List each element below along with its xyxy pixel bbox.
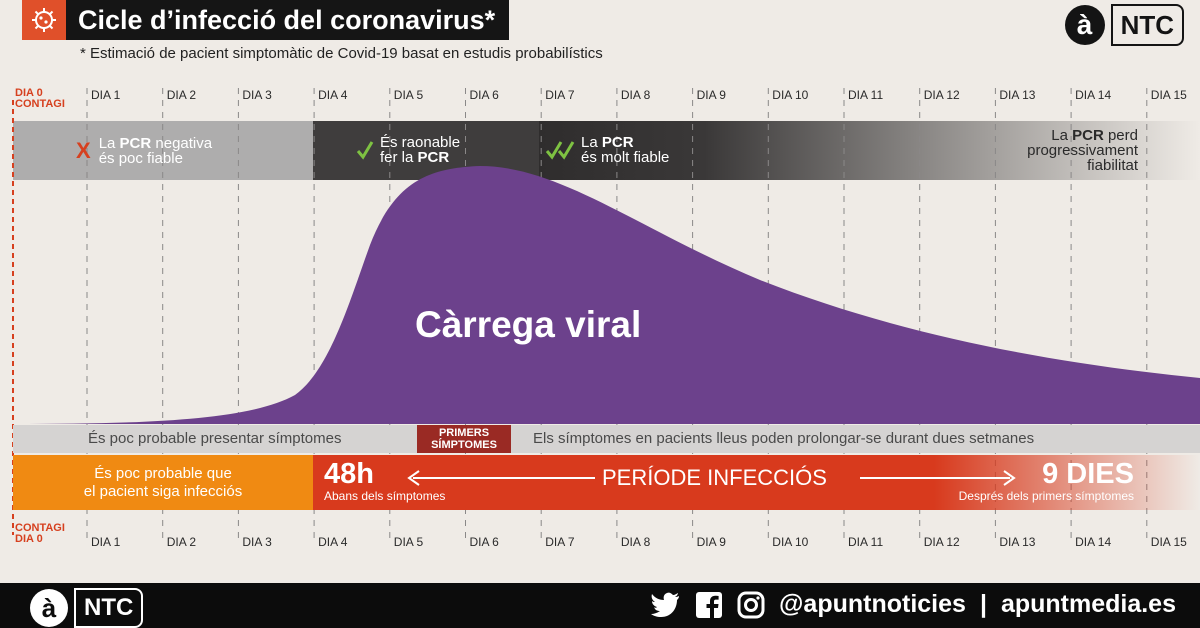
virus-icon xyxy=(22,0,66,40)
pcr-reliability-band xyxy=(13,121,1200,180)
day-label-bottom: DIA 7 xyxy=(545,535,575,549)
day-label-top: DIA 12 xyxy=(923,88,960,102)
pcr-reasonable-bold: PCR xyxy=(417,149,450,166)
day0-top-label: DIA 0 CONTAGI xyxy=(15,88,65,110)
day-label-bottom: DIA 2 xyxy=(166,535,197,549)
before-symptoms-caption: Abans dels símptomes xyxy=(324,489,446,503)
arrow-right-icon xyxy=(860,470,1016,486)
logo-letter: à xyxy=(1064,5,1105,45)
after-symptoms-caption: Després dels primers símptomes xyxy=(958,489,1134,503)
day-label-bottom: DIA 6 xyxy=(469,535,499,549)
pcr-reasonable-pre: fer la xyxy=(380,149,418,166)
facebook-icon[interactable] xyxy=(695,591,723,619)
day-label-top: DIA 8 xyxy=(620,88,651,102)
day-label-bottom: DIA 13 xyxy=(999,535,1036,549)
after-symptoms-value: 9 DIES xyxy=(1042,458,1134,490)
day-label-top: DIA 14 xyxy=(1075,88,1112,102)
day-label-top: DIA 11 xyxy=(848,88,884,102)
pcr-zone-reliable xyxy=(539,121,1200,180)
first-symptoms-line2: SÍMPTOMES xyxy=(431,439,497,451)
footer-bar xyxy=(0,583,1200,628)
day-label-bottom: DIA 5 xyxy=(393,535,424,549)
pcr-negative-bold: PCR xyxy=(119,135,152,152)
pcr-reliable-pre: La xyxy=(581,134,602,151)
non-infectious-zone xyxy=(13,455,313,510)
day-label-bottom: DIA 8 xyxy=(620,535,651,549)
symptoms-before: És poc probable presentar símptomes xyxy=(88,430,342,447)
brand-logo: à NTC xyxy=(1064,4,1184,46)
footer-separator: | xyxy=(979,590,987,618)
day-label-bottom: DIA 15 xyxy=(1150,535,1187,549)
pcr-loses-line2: progressivament xyxy=(1027,142,1138,159)
day-label-top: DIA 3 xyxy=(242,88,272,102)
pcr-negative-note: X La PCR negativa és poc fiable xyxy=(76,136,212,166)
logo-name: NTC xyxy=(1110,4,1184,46)
day-label-bottom: DIA 1 xyxy=(91,535,121,549)
footer-logo-name: NTC xyxy=(74,588,144,628)
day0-top-line2: CONTAGI xyxy=(15,98,65,110)
pcr-negative-mid: negativa xyxy=(151,135,213,152)
pcr-reliable-note: La PCR és molt fiable xyxy=(545,135,669,165)
arrow-left-icon xyxy=(407,470,595,486)
pcr-reliable-line2: és molt fiable xyxy=(581,149,670,166)
symptoms-after: Els símptomes en pacients lleus poden pr… xyxy=(533,430,1035,447)
pcr-loses-line3: fiabilitat xyxy=(1087,157,1138,174)
double-check-icon xyxy=(545,141,575,160)
pcr-reasonable-line1: És raonable xyxy=(380,134,461,151)
viral-load-curve xyxy=(13,166,1200,424)
day-label-bottom: DIA 11 xyxy=(848,535,884,549)
instagram-icon[interactable] xyxy=(737,591,765,619)
pcr-loses-note: La PCR perd progressivament fiabilitat xyxy=(1027,128,1138,173)
pcr-loses-bold: PCR xyxy=(1072,127,1104,144)
pcr-negative-line2: és poc fiable xyxy=(98,150,183,167)
pcr-reasonable-note: És raonable fer la PCR xyxy=(356,135,460,165)
day-label-bottom: DIA 3 xyxy=(242,535,272,549)
pcr-negative-pre: La xyxy=(98,135,120,152)
symptoms-band xyxy=(13,425,1200,453)
non-infectious-line2: el pacient siga infecciós xyxy=(83,483,243,500)
social-links: @apuntnoticies | apuntmedia.es xyxy=(651,590,1176,619)
infectious-period-zone xyxy=(313,455,1200,510)
day-label-top: DIA 9 xyxy=(696,88,726,102)
pcr-loses-mid: perd xyxy=(1103,127,1138,144)
day-label-top: DIA 6 xyxy=(469,88,499,102)
page-title: Cicle d’infecció del coronavirus* xyxy=(78,4,496,35)
day0-bottom-label: CONTAGI DIA 0 xyxy=(15,523,65,545)
day-label-top: DIA 13 xyxy=(999,88,1036,102)
before-symptoms-value: 48h xyxy=(324,458,374,490)
infectious-period-label: PERÍODE INFECCIÓS xyxy=(602,465,827,490)
day-label-bottom: DIA 14 xyxy=(1075,535,1112,549)
social-handle[interactable]: @apuntnoticies xyxy=(779,590,966,618)
first-symptoms-marker: PRIMERS SÍMPTOMES xyxy=(417,425,511,453)
non-infectious-line1: És poc probable que xyxy=(94,465,232,482)
pcr-reliable-bold: PCR xyxy=(601,134,634,151)
day-label-top: DIA 2 xyxy=(166,88,197,102)
title-bar: Cicle d’infecció del coronavirus* xyxy=(22,0,510,40)
twitter-icon[interactable] xyxy=(651,592,681,618)
day-label-top: DIA 10 xyxy=(772,88,809,102)
day-label-top: DIA 7 xyxy=(545,88,575,102)
day0-bottom-line1: CONTAGI xyxy=(15,522,65,534)
day-label-bottom: DIA 9 xyxy=(696,535,726,549)
day0-bottom-line2: DIA 0 xyxy=(15,533,43,545)
day-label-top: DIA 4 xyxy=(318,88,348,102)
website-link[interactable]: apuntmedia.es xyxy=(1000,590,1176,618)
day-label-bottom: DIA 4 xyxy=(318,535,348,549)
page-subtitle: * Estimació de pacient simptomàtic de Co… xyxy=(80,45,603,62)
check-icon xyxy=(356,141,374,160)
day-label-bottom: DIA 12 xyxy=(923,535,960,549)
day0-top-line1: DIA 0 xyxy=(15,87,43,99)
footer-logo: à NTC xyxy=(30,588,144,628)
day-label-top: DIA 5 xyxy=(393,88,424,102)
day-label-top: DIA 15 xyxy=(1150,88,1187,102)
non-infectious-note: És poc probable que el pacient siga infe… xyxy=(13,465,313,501)
day-label-top: DIA 1 xyxy=(91,88,121,102)
x-mark-icon: X xyxy=(76,138,91,163)
pcr-loses-pre: La xyxy=(1051,127,1073,144)
footer-logo-letter: à xyxy=(30,589,68,627)
first-symptoms-line1: PRIMERS xyxy=(438,427,490,439)
viral-load-label: Càrrega viral xyxy=(415,304,642,345)
day-label-bottom: DIA 10 xyxy=(772,535,809,549)
